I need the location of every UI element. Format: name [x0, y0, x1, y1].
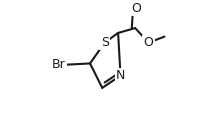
Text: S: S	[101, 36, 109, 49]
Text: N: N	[116, 69, 125, 82]
Text: O: O	[144, 36, 153, 49]
Text: O: O	[131, 2, 141, 15]
Text: Br: Br	[52, 58, 66, 71]
